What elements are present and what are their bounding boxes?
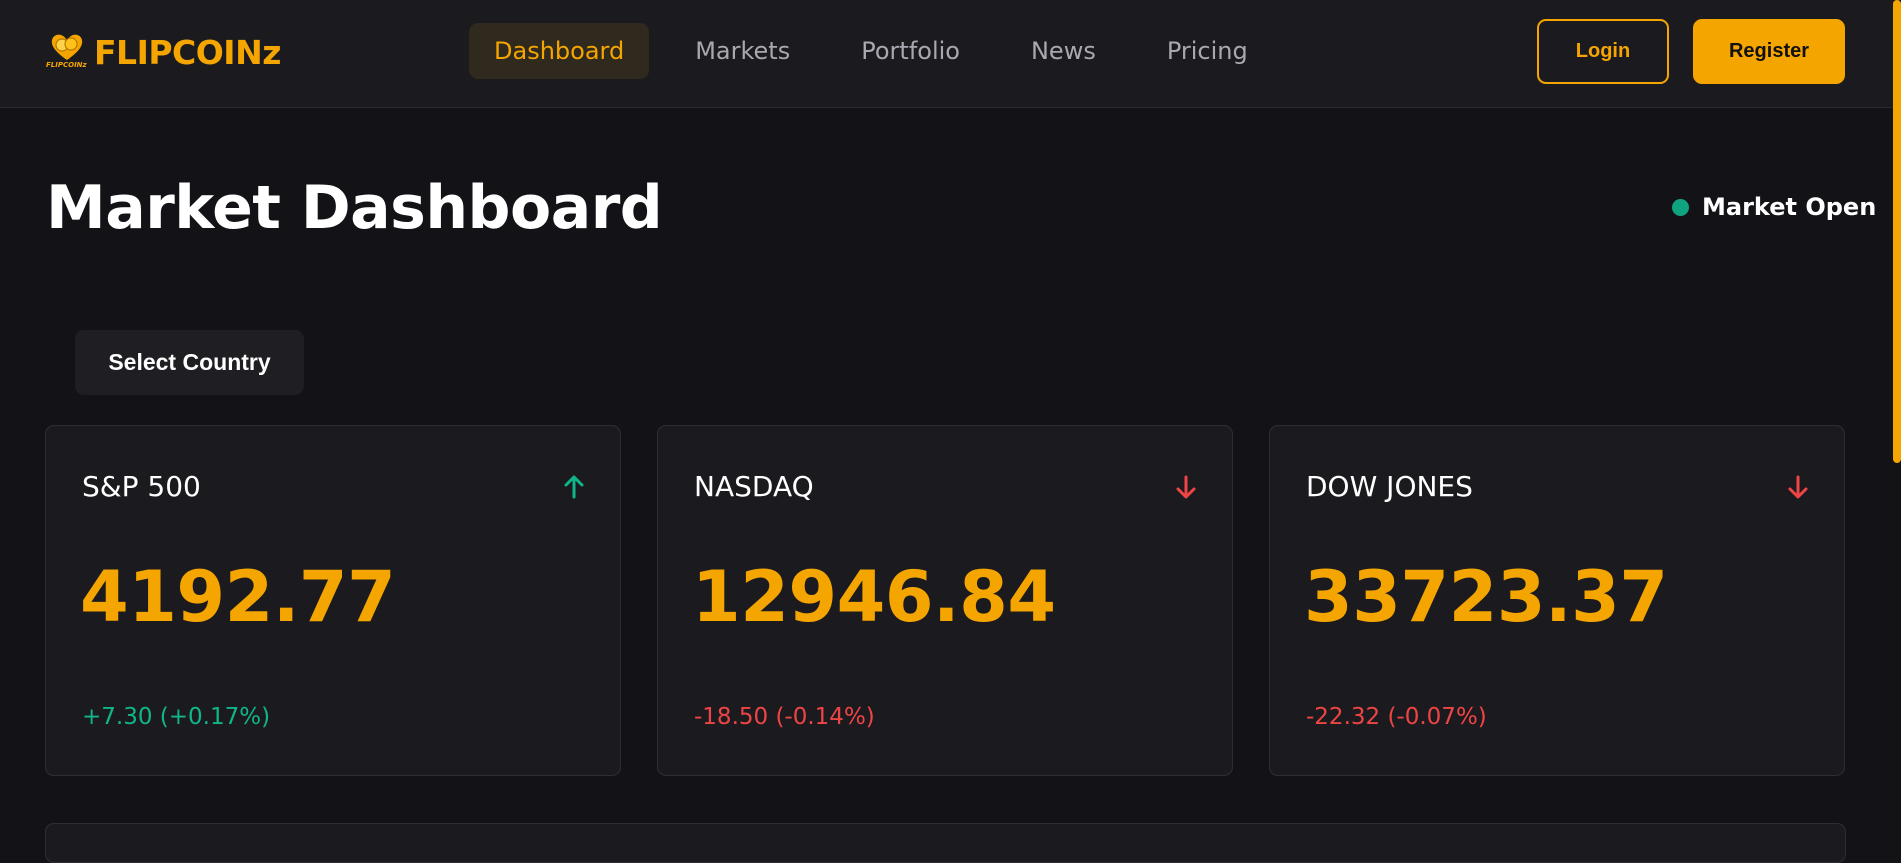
index-value: 12946.84 [692,556,1056,638]
login-button[interactable]: Login [1537,19,1669,84]
register-button[interactable]: Register [1693,19,1845,84]
nav-pricing[interactable]: Pricing [1166,37,1248,65]
status-dot-icon [1672,198,1689,216]
select-country-button[interactable]: Select Country [75,330,304,395]
index-card-sp500[interactable]: S&P 500 4192.77 +7.30 (+0.17%) [45,425,621,776]
market-status-text: Market Open [1702,193,1877,221]
index-value: 33723.37 [1304,556,1668,638]
nav-portfolio[interactable]: Portfolio [861,37,960,65]
brand-name: FLIPCOINz [94,32,281,72]
index-card-dowjones[interactable]: DOW JONES 33723.37 -22.32 (-0.07%) [1269,425,1845,776]
market-status: Market Open [1672,192,1876,222]
nav-dashboard[interactable]: Dashboard [469,23,650,79]
index-change: -18.50 (-0.14%) [694,704,875,730]
index-change: -22.32 (-0.07%) [1306,704,1487,730]
brand-mini-text: FLIPCOINz [46,61,87,69]
index-name: NASDAQ [694,470,814,503]
nav-news[interactable]: News [1030,37,1096,65]
arrow-down-icon [1788,475,1808,499]
nav-markets[interactable]: Markets [695,37,791,65]
main-nav: Dashboard Markets Portfolio News Pricing [469,23,1294,79]
index-name: DOW JONES [1306,470,1473,503]
index-change: +7.30 (+0.17%) [82,704,271,730]
index-card-nasdaq[interactable]: NASDAQ 12946.84 -18.50 (-0.14%) [657,425,1233,776]
page-title: Market Dashboard [46,173,663,243]
brand-logo[interactable]: FLIPCOINz FLIPCOINz [46,30,281,74]
index-value: 4192.77 [80,556,396,638]
coin-heart-icon: FLIPCOINz [46,30,90,74]
index-name: S&P 500 [82,470,201,503]
top-navbar: FLIPCOINz FLIPCOINz Dashboard Markets Po… [0,0,1901,108]
arrow-up-icon [564,475,584,499]
next-section-panel [45,823,1846,863]
page-scrollbar[interactable] [1893,0,1901,463]
arrow-down-icon [1176,475,1196,499]
